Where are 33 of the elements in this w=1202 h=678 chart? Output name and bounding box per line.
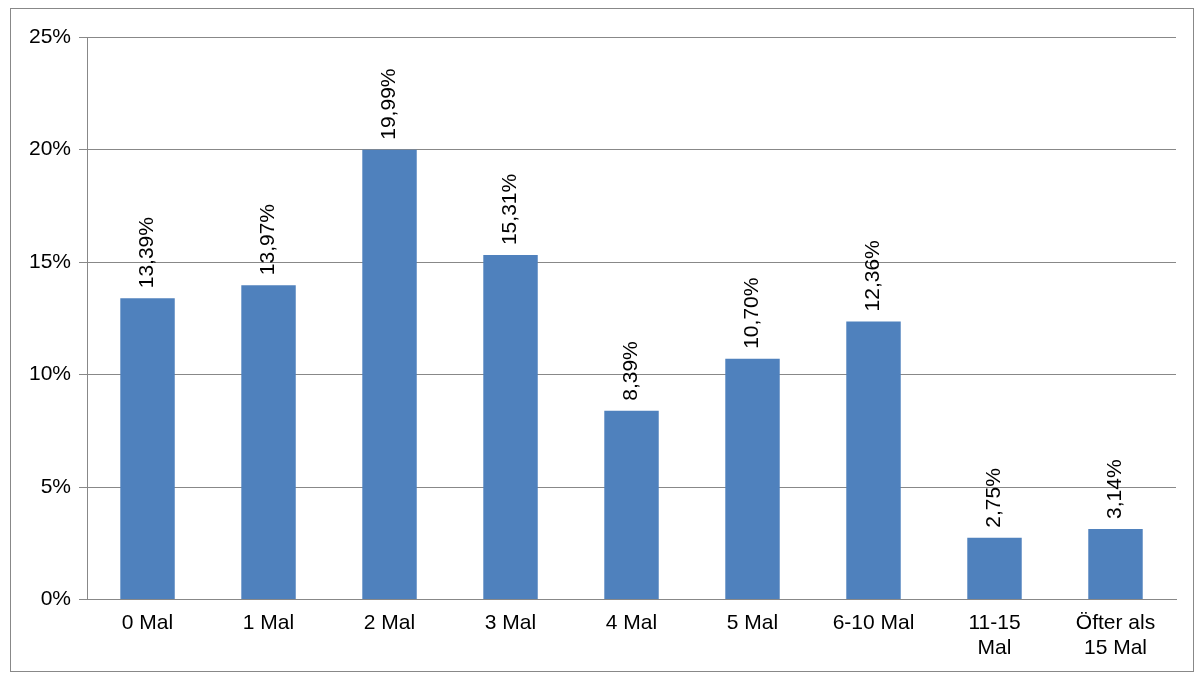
y-tick-label: 25% (29, 23, 72, 47)
bar (725, 358, 780, 600)
data-label: 13,97% (255, 203, 279, 276)
data-label: 10,70% (739, 277, 763, 349)
data-label: 8,39% (618, 341, 642, 401)
data-label: 19,99% (376, 68, 400, 140)
x-tick-label: 4 Mal (605, 610, 658, 633)
y-tick-label: 10% (29, 361, 72, 385)
bar (604, 410, 659, 600)
bar (1088, 528, 1143, 600)
x-tick-label: Öfter als 15 Mal (1075, 610, 1156, 659)
y-tick-label: 20% (29, 136, 72, 160)
y-tick-label: 0% (40, 586, 72, 610)
x-tick-label: 5 Mal (726, 610, 779, 633)
data-label: 2,75% (981, 468, 1005, 528)
y-tick-label: 5% (40, 473, 72, 497)
data-label: 15,31% (497, 173, 521, 246)
bar (362, 149, 417, 600)
data-label: 12,36% (860, 240, 884, 312)
x-tick-label: 6-10 Mal (832, 610, 915, 633)
bar (120, 298, 175, 600)
bar (846, 321, 901, 600)
x-tick-label: 2 Mal (363, 610, 416, 633)
data-label: 3,14% (1102, 459, 1126, 519)
x-tick-label: 11-15 Mal (968, 610, 1021, 659)
x-tick-label: 3 Mal (484, 610, 537, 633)
y-tick-label: 15% (29, 248, 72, 272)
x-tick-label: 1 Mal (242, 610, 295, 633)
bar (967, 537, 1022, 600)
bar (483, 255, 538, 600)
bar (241, 285, 296, 600)
x-tick-label: 0 Mal (121, 610, 174, 633)
data-label: 13,39% (134, 217, 158, 289)
